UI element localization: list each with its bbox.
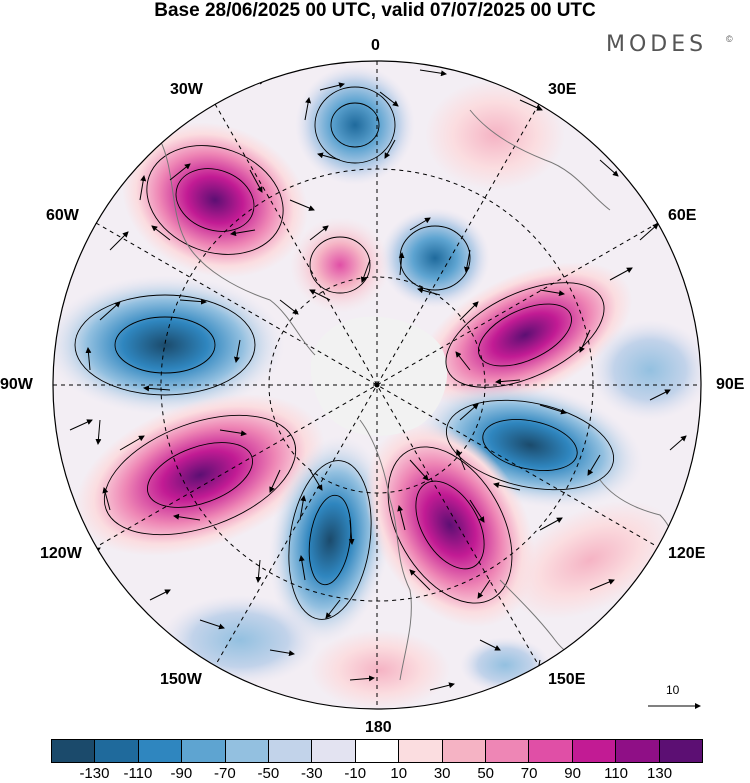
colorbar-tick-label: -30: [300, 765, 323, 782]
anomaly-40e-positive: [425, 80, 565, 190]
anomaly-150e-positive: [364, 422, 536, 628]
colorbar-tick-label: 10: [390, 765, 408, 782]
anomaly-90w-negative: [53, 275, 285, 415]
colorbar: [51, 739, 704, 763]
longitude-label-120w: 120W: [40, 545, 82, 562]
colorbar-swatch: [659, 739, 704, 763]
colorbar-swatch: [355, 739, 400, 763]
colorbar-swatch: [138, 739, 183, 763]
anomaly-70e-positive: [417, 262, 633, 408]
anomaly-20e-negative: [380, 208, 490, 308]
colorbar-tick-label: -110: [123, 765, 153, 782]
colorbar-swatch: [616, 739, 660, 763]
anomaly-180-positive: [310, 630, 450, 709]
colorbar-tick-label: 110: [604, 765, 629, 782]
longitude-label-150w: 150W: [160, 671, 202, 688]
reference-vector-label: 10: [666, 683, 680, 697]
modes-logo: MODES: [606, 32, 708, 57]
colorbar-tick-label: 130: [647, 765, 673, 782]
longitude-label-90w: 90W: [0, 376, 33, 393]
anomaly-60w-positive: [290, 217, 390, 313]
colorbar-tick-label: -10: [344, 765, 367, 782]
longitude-label-150e: 150E: [548, 671, 586, 688]
colorbar-swatch: [529, 739, 573, 763]
colorbar-swatch: [442, 739, 487, 763]
longitude-label-0: 0: [371, 37, 380, 54]
colorbar-swatch: [225, 739, 270, 763]
wind-vectors: [69, 63, 687, 691]
colorbar-tick-label: 30: [433, 765, 451, 782]
polar-cap: [310, 316, 448, 436]
colorbar-tick-label: -130: [79, 765, 110, 782]
longitude-label-30e: 30E: [548, 81, 577, 98]
colorbar-swatch: [572, 739, 617, 763]
colorbar-tick-label: 70: [520, 765, 538, 782]
colorbar-swatch: [486, 739, 530, 763]
longitude-label-60w: 60W: [46, 207, 79, 224]
anomaly-0w-negative: [295, 65, 415, 185]
longitude-label-90e: 90E: [716, 376, 745, 393]
longitude-label-30w: 30W: [170, 81, 203, 98]
anomaly-90e-light: [590, 320, 701, 420]
anomaly-115w-positive: [75, 394, 325, 556]
colorbar-swatch: [269, 739, 313, 763]
map-title: Base 28/06/2025 00 UTC, valid 07/07/2025…: [154, 0, 596, 21]
colorbar-tick-label: -90: [170, 765, 193, 782]
anomaly-165e-negative: [460, 637, 550, 693]
colorbar-tick-label: 90: [564, 765, 581, 782]
colorbar-swatch: [182, 739, 226, 763]
colorbar-tick-label: -50: [257, 765, 280, 782]
colorbar-tick-label: -70: [214, 765, 236, 782]
colorbar-tick-label: 50: [477, 765, 494, 782]
longitude-label-180: 180: [365, 719, 392, 736]
copyright-mark: ©: [726, 34, 733, 44]
longitude-label-60e: 60E: [668, 207, 697, 224]
longitude-label-120e: 120E: [668, 545, 706, 562]
colorbar-swatch: [399, 739, 443, 763]
colorbar-swatch: [312, 739, 356, 763]
map-boundary: [52, 60, 702, 710]
anomaly-165w-negative: [268, 435, 392, 645]
north-pole-dot: [374, 382, 380, 388]
colorbar-swatch: [95, 739, 139, 763]
colorbar-swatch: [51, 739, 96, 763]
